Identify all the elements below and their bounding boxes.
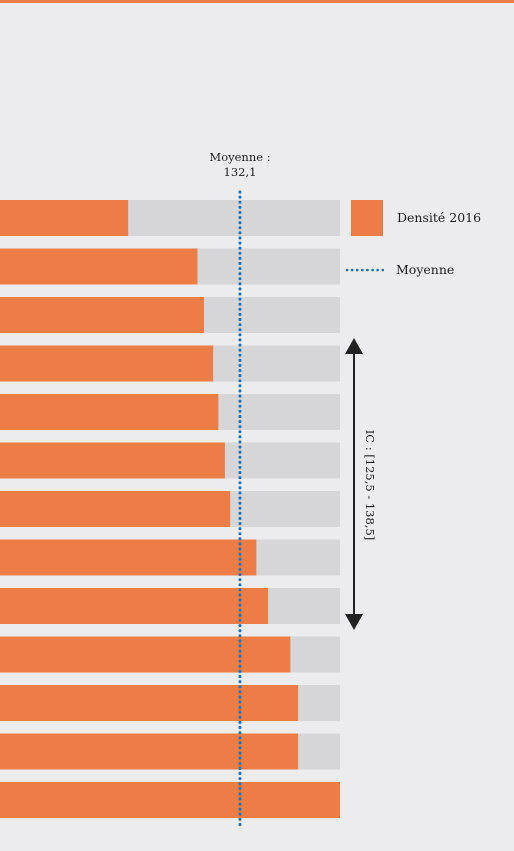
ci-label: IC : [125,5 - 138,5]	[363, 429, 377, 541]
mean-label: Moyenne : 132,1	[190, 150, 290, 180]
bar	[0, 491, 231, 527]
mean-label-value: 132,1	[223, 165, 257, 179]
top-rule	[0, 0, 514, 3]
bar	[0, 345, 214, 382]
legend-label-mean: Moyenne	[396, 262, 455, 277]
orange-square-icon	[351, 200, 383, 236]
bars	[0, 200, 340, 818]
bar	[0, 442, 225, 479]
bar	[0, 200, 129, 236]
mean-label-line1: Moyenne :	[209, 150, 271, 164]
legend-label-density: Densité 2016	[397, 210, 482, 225]
ci-arrow-up-head	[345, 338, 363, 354]
bar	[0, 733, 299, 770]
bar	[0, 782, 340, 818]
bar	[0, 588, 269, 624]
bar	[0, 685, 299, 721]
bar	[0, 248, 198, 285]
bar	[0, 636, 291, 673]
bar	[0, 394, 219, 430]
bar	[0, 297, 204, 333]
bar	[0, 539, 257, 576]
confidence-interval-arrow	[345, 338, 363, 630]
ci-arrow-down-head	[345, 614, 363, 630]
